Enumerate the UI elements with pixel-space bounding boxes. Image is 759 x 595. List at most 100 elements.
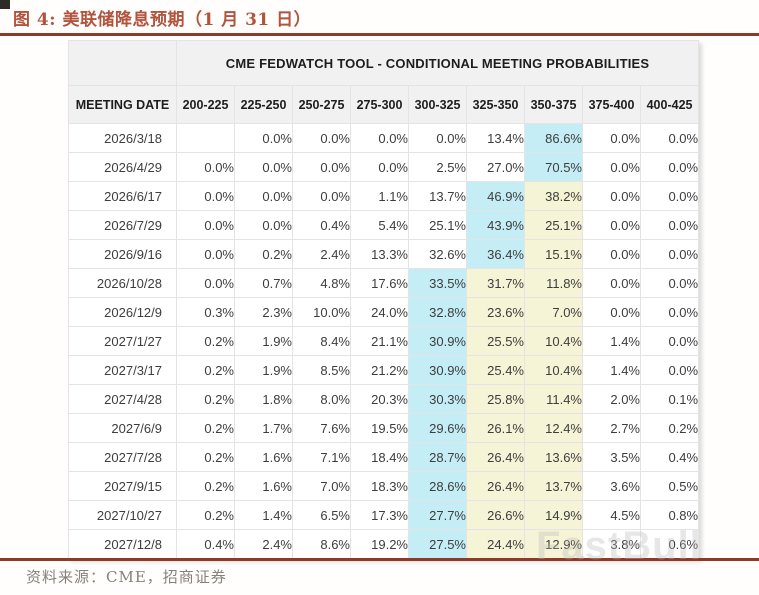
probability-cell: 29.6%: [408, 413, 467, 443]
meeting-date-cell: 2027/6/9: [68, 413, 177, 443]
table-corner-cell: [68, 40, 177, 86]
probability-cell: 2.7%: [582, 413, 641, 443]
meeting-date-cell: 2026/6/17: [68, 181, 177, 211]
probability-cell: 6.5%: [292, 500, 351, 530]
probability-cell: 1.9%: [234, 355, 293, 385]
probability-cell: 19.5%: [350, 413, 409, 443]
probability-cell: 12.9%: [524, 529, 583, 559]
probability-cell: 31.7%: [466, 268, 525, 298]
probability-cell: 7.6%: [292, 413, 351, 443]
probability-cell: 32.8%: [408, 297, 467, 327]
probability-cell: 0.0%: [176, 268, 235, 298]
probability-cell: 0.0%: [350, 123, 409, 153]
probability-cell: 13.4%: [466, 123, 525, 153]
rate-range-header: 350-375: [524, 85, 583, 124]
probability-cell: 0.0%: [639, 326, 700, 356]
probability-cell: 21.1%: [350, 326, 409, 356]
probability-cell: 25.4%: [466, 355, 525, 385]
meeting-date-cell: 2027/10/27: [68, 500, 177, 530]
probability-cell: 0.2%: [234, 239, 293, 269]
probability-cell: 13.7%: [408, 181, 467, 211]
probability-cell: 1.6%: [234, 442, 293, 472]
probability-cell: 7.1%: [292, 442, 351, 472]
table-row: 2026/10/28 0.0% 0.7% 4.8% 17.6% 33.5% 31.7% 11.…: [68, 268, 700, 298]
probability-cell: 2.0%: [582, 384, 641, 414]
probability-cell: 0.2%: [176, 413, 235, 443]
rate-range-header: 225-250: [234, 85, 293, 124]
rate-range-header: 400-425: [639, 85, 700, 124]
table-row: 2027/4/28 0.2% 1.8% 8.0% 20.3% 30.3% 25.8% 11.4…: [68, 384, 700, 414]
probability-cell: 0.0%: [582, 268, 641, 298]
probability-cell: 2.3%: [234, 297, 293, 327]
probability-cell: 5.4%: [350, 210, 409, 240]
probability-cell: 0.2%: [176, 442, 235, 472]
probability-cell: 30.9%: [408, 355, 467, 385]
probability-cell: 0.0%: [176, 181, 235, 211]
probability-cell: 0.1%: [639, 384, 700, 414]
probability-cell: 1.4%: [234, 500, 293, 530]
corner-marker: [0, 0, 10, 9]
probability-cell: 0.2%: [176, 355, 235, 385]
probability-cell: 14.9%: [524, 500, 583, 530]
probability-cell: 10.4%: [524, 355, 583, 385]
probability-cell: 27.7%: [408, 500, 467, 530]
probability-cell: 0.0%: [350, 152, 409, 182]
source-divider: [0, 558, 759, 561]
probability-cell: 0.0%: [292, 181, 351, 211]
meeting-date-cell: 2027/3/17: [68, 355, 177, 385]
probability-cell: 43.9%: [466, 210, 525, 240]
meeting-date-cell: 2026/12/9: [68, 297, 177, 327]
rate-range-header: 375-400: [582, 85, 641, 124]
probability-cell: 18.3%: [350, 471, 409, 501]
rate-range-header: 300-325: [408, 85, 467, 124]
rate-range-header: 250-275: [292, 85, 351, 124]
probability-cell: 0.4%: [176, 529, 235, 559]
table-row: 2026/7/29 0.0% 0.0% 0.4% 5.4% 25.1% 43.9% 25.1%…: [68, 210, 700, 240]
probability-cell: 25.5%: [466, 326, 525, 356]
probability-cell: 0.0%: [582, 239, 641, 269]
rate-range-header: 325-350: [466, 85, 525, 124]
meeting-date-cell: 2027/9/15: [68, 471, 177, 501]
table-body: 2026/3/18 0.0% 0.0% 0.0% 0.0% 13.4% 86.6% 0.0% 0…: [68, 123, 700, 559]
probability-cell: 33.5%: [408, 268, 467, 298]
table-row: 2027/9/15 0.2% 1.6% 7.0% 18.3% 28.6% 26.4% 13.7…: [68, 471, 700, 501]
column-header-row: MEETING DATE 200-225 225-250 250-275 275-30…: [68, 85, 700, 124]
meeting-date-cell: 2026/10/28: [68, 268, 177, 298]
probability-cell: 10.0%: [292, 297, 351, 327]
meeting-date-cell: 2026/3/18: [68, 123, 177, 153]
probability-cell: 1.7%: [234, 413, 293, 443]
table-row: 2026/3/18 0.0% 0.0% 0.0% 0.0% 13.4% 86.6% 0.0% 0…: [68, 123, 700, 153]
probability-cell: 0.0%: [292, 123, 351, 153]
probability-cell: 0.0%: [639, 181, 700, 211]
probability-cell: 28.7%: [408, 442, 467, 472]
probability-cell: 0.2%: [176, 500, 235, 530]
meeting-date-cell: 2027/12/8: [68, 529, 177, 559]
meeting-date-cell: 2026/9/16: [68, 239, 177, 269]
probability-cell: 0.0%: [176, 239, 235, 269]
probability-cell: 7.0%: [292, 471, 351, 501]
meeting-date-header: MEETING DATE: [68, 85, 177, 124]
probability-cell: 15.1%: [524, 239, 583, 269]
probability-cell: 0.0%: [582, 181, 641, 211]
probability-cell: 24.0%: [350, 297, 409, 327]
fedwatch-probability-table: CME FEDWATCH TOOL - CONDITIONAL MEETING …: [68, 40, 700, 559]
probability-cell: 17.6%: [350, 268, 409, 298]
probability-cell: 1.8%: [234, 384, 293, 414]
table-row: 2026/9/16 0.0% 0.2% 2.4% 13.3% 32.6% 36.4% 15.1…: [68, 239, 700, 269]
probability-cell: 0.0%: [639, 210, 700, 240]
title-divider: [0, 33, 759, 36]
probability-cell: 32.6%: [408, 239, 467, 269]
probability-cell: 13.3%: [350, 239, 409, 269]
probability-cell: 70.5%: [524, 152, 583, 182]
meeting-date-cell: 2026/4/29: [68, 152, 177, 182]
probability-cell: 3.8%: [582, 529, 641, 559]
probability-cell: 23.6%: [466, 297, 525, 327]
probability-cell: 0.0%: [582, 297, 641, 327]
table-row: 2027/12/8 0.4% 2.4% 8.6% 19.2% 27.5% 24.4% 12.9…: [68, 529, 700, 559]
probability-cell: 0.4%: [292, 210, 351, 240]
probability-cell: 0.0%: [582, 152, 641, 182]
probability-cell: 86.6%: [524, 123, 583, 153]
probability-cell: 0.5%: [639, 471, 700, 501]
probability-cell: 25.8%: [466, 384, 525, 414]
